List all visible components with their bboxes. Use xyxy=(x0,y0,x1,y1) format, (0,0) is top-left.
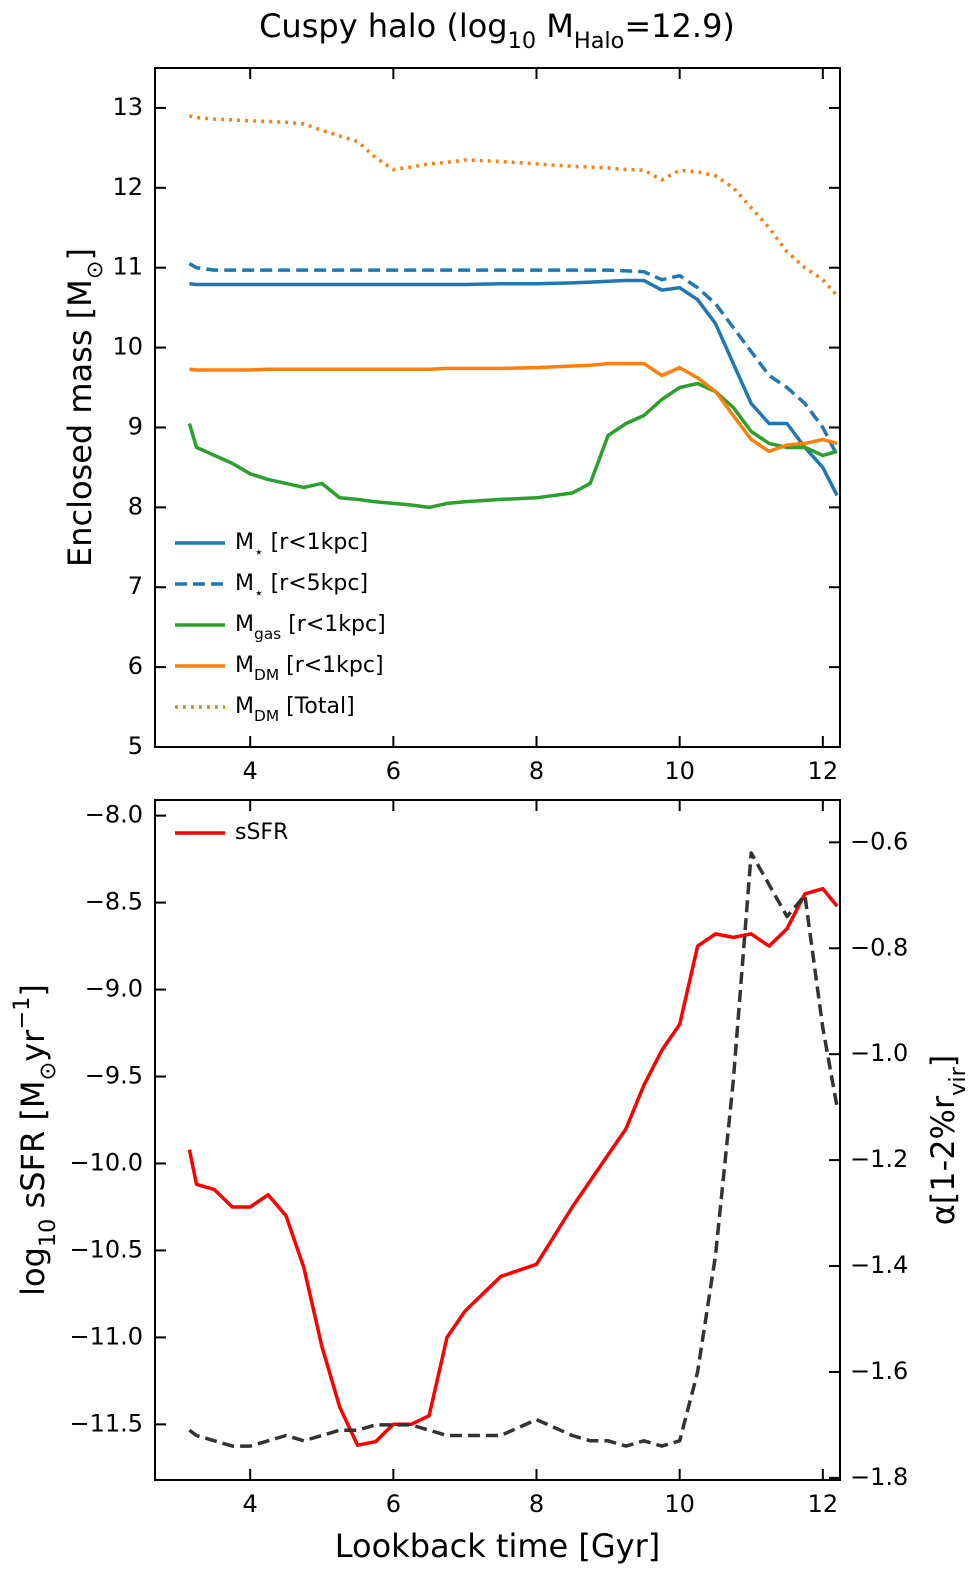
series-line xyxy=(189,114,839,297)
chart-title-sub: 10 xyxy=(508,28,537,54)
y-axis-label-part: ] xyxy=(61,248,99,260)
x-tick-label: 6 xyxy=(386,1490,401,1518)
y2-tick-label: −0.8 xyxy=(850,933,908,961)
y-axis-label-sub: 10 xyxy=(35,1219,61,1248)
legend-label-sub: ⋆ xyxy=(254,584,264,602)
x-tick-label: 8 xyxy=(529,1490,544,1518)
series-line xyxy=(188,262,839,457)
y-axis-label-part: ] xyxy=(14,984,52,996)
y2-tick-label: −1.0 xyxy=(850,1039,908,1067)
legend-label-sub: gas xyxy=(254,625,281,643)
chart-title-part: =12.9) xyxy=(624,7,735,45)
y-tick-label: 12 xyxy=(112,173,143,201)
y-axis-label-sub: ⊙ xyxy=(82,260,108,279)
y-tick-label: −10.5 xyxy=(69,1235,143,1263)
legend-label-part: [r<1kpc] xyxy=(281,612,385,637)
y-axis-label: Enclosed mass [M⊙] xyxy=(61,248,108,567)
legend-label-part: [Total] xyxy=(279,694,355,719)
chart-title: Cuspy halo (log10 MHalo=12.9) xyxy=(259,7,735,54)
y-tick-label: 6 xyxy=(128,652,143,680)
y2-axis-label-sub: vir xyxy=(945,1066,971,1095)
y-tick-label: 10 xyxy=(112,333,143,361)
legend-label-part: M xyxy=(235,530,254,555)
y-tick-label: −9.0 xyxy=(85,975,143,1003)
x-tick-label: 8 xyxy=(529,757,544,785)
x-tick-label: 12 xyxy=(808,757,839,785)
legend-label: M⋆ [r<5kpc] xyxy=(235,571,368,602)
y2-axis-label-part: α[1-2%r xyxy=(924,1095,962,1225)
legend-label-part: [r<5kpc] xyxy=(264,571,368,596)
y-tick-label: 7 xyxy=(128,572,143,600)
legend-label: Mgas [r<1kpc] xyxy=(235,612,386,643)
legend-label-part: M xyxy=(235,612,254,637)
y-tick-label: −11.5 xyxy=(69,1409,143,1437)
x-tick-label: 10 xyxy=(664,757,695,785)
y-axis-label-sup: −1 xyxy=(9,997,35,1030)
y-tick-label: 9 xyxy=(128,412,143,440)
plot-frame xyxy=(154,67,841,748)
legend-label-part: sSFR xyxy=(235,820,288,845)
legend-label-part: M xyxy=(235,571,254,596)
series-line xyxy=(188,851,839,1448)
legend-label: MDM [Total] xyxy=(235,694,355,725)
y-axis-label-sub: ⊙ xyxy=(35,1062,61,1081)
y2-tick-label: −1.8 xyxy=(850,1463,908,1491)
chart-title-part: Cuspy halo (log xyxy=(259,7,508,45)
series-line xyxy=(187,381,838,510)
x-tick-label: 12 xyxy=(808,1490,839,1518)
y-tick-label: −8.0 xyxy=(85,801,143,829)
y-axis-label-part: Enclosed mass [M xyxy=(61,279,99,567)
legend-label-sub: DM xyxy=(254,666,279,684)
chart-title-part: M xyxy=(536,7,574,45)
legend-label: MDM [r<1kpc] xyxy=(235,653,384,684)
y2-axis-label: α[1-2%rvir] xyxy=(924,1055,971,1226)
series-line xyxy=(187,886,839,1447)
y2-tick-label: −1.2 xyxy=(850,1145,908,1173)
y-tick-label: 11 xyxy=(112,253,143,281)
y-axis-label-part: log xyxy=(14,1247,52,1296)
legend-label-part: [r<1kpc] xyxy=(279,653,383,678)
legend-label: sSFR xyxy=(235,820,288,845)
y-axis-label-part: sSFR [M xyxy=(14,1081,52,1219)
y-axis-label-part: yr xyxy=(14,1029,52,1062)
x-tick-label: 4 xyxy=(243,1490,258,1518)
x-tick-label: 6 xyxy=(386,757,401,785)
legend-label-part: [r<1kpc] xyxy=(264,530,368,555)
y2-tick-label: −1.6 xyxy=(850,1357,908,1385)
y-tick-label: 13 xyxy=(112,93,143,121)
y-tick-label: 8 xyxy=(128,492,143,520)
legend-label-part: M xyxy=(235,653,254,678)
plot-frame xyxy=(154,799,841,1481)
series-line xyxy=(189,278,839,497)
legend-label: M⋆ [r<1kpc] xyxy=(235,530,368,561)
y2-axis-label-part: ] xyxy=(924,1055,962,1067)
chart-title-sub: Halo xyxy=(574,28,624,54)
x-axis-label-part: Lookback time [Gyr] xyxy=(335,1527,661,1565)
y-tick-label: −10.0 xyxy=(69,1148,143,1176)
x-tick-label: 4 xyxy=(243,757,258,785)
series-line xyxy=(189,361,838,454)
y2-tick-label: −0.6 xyxy=(850,827,908,855)
y-tick-label: −11.0 xyxy=(69,1322,143,1350)
legend-label-part: M xyxy=(235,694,254,719)
y-axis-label: log10 sSFR [M⊙yr−1] xyxy=(9,984,61,1296)
y-tick-label: −8.5 xyxy=(85,888,143,916)
x-axis-label: Lookback time [Gyr] xyxy=(335,1527,661,1565)
legend-label-sub: DM xyxy=(254,707,279,725)
y2-tick-label: −1.4 xyxy=(850,1251,908,1279)
y-tick-label: 5 xyxy=(128,732,143,760)
y-tick-label: −9.5 xyxy=(85,1062,143,1090)
x-tick-label: 10 xyxy=(664,1490,695,1518)
legend-label-sub: ⋆ xyxy=(254,543,264,561)
